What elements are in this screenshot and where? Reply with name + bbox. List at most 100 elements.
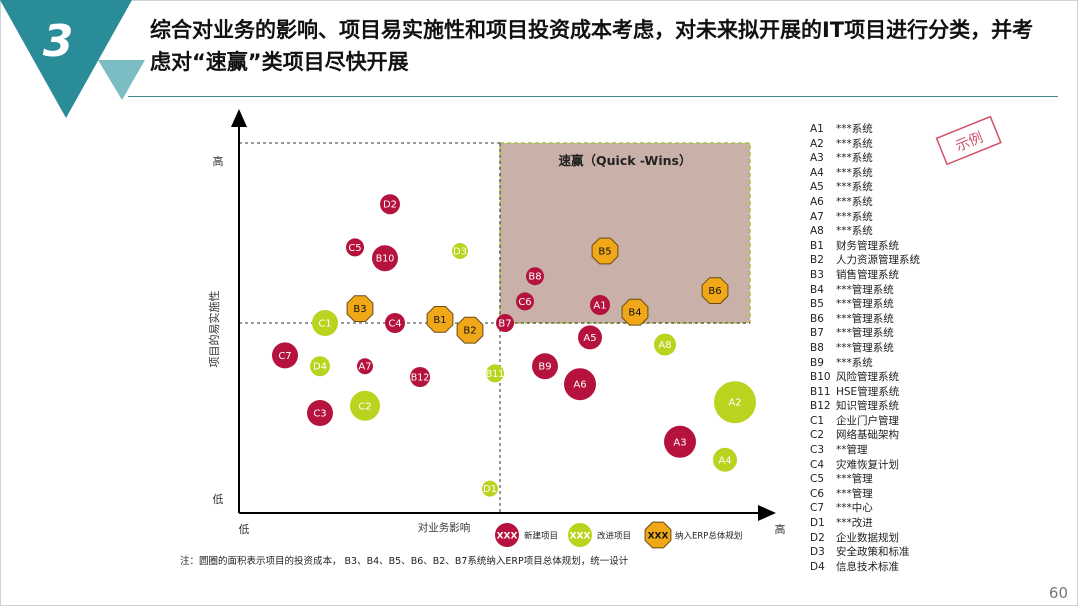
system-code: A3 — [810, 152, 824, 165]
point-marker-d3 — [452, 243, 468, 259]
point-marker-b1 — [426, 306, 454, 333]
system-list: A1 ***系统 A2 ***系统 A3 ***系统 A4 ***系统 A5 ***系统 A6 ***… — [810, 122, 920, 574]
point-label-b10: B10 — [376, 254, 395, 265]
system-code: B6 — [810, 312, 824, 325]
point-b3: B3 — [346, 295, 374, 322]
point-label-b9: B9 — [538, 362, 551, 373]
system-list-item: C6 ***管理 — [810, 487, 920, 502]
example-stamp: 示例 — [935, 115, 1002, 166]
system-code: B7 — [810, 327, 824, 340]
point-label-b3: B3 — [353, 304, 366, 315]
system-name: ***管理系统 — [836, 327, 894, 340]
point-label-b7: B7 — [498, 319, 511, 330]
system-list-item: A4 ***系统 — [810, 166, 920, 181]
legend-sample-new: XXX — [497, 532, 518, 542]
point-marker-a5 — [578, 325, 602, 350]
system-name: ***系统 — [836, 225, 873, 238]
system-code: B9 — [810, 356, 824, 369]
system-list-item: D3 安全政策和标准 — [810, 545, 920, 560]
point-marker-c2 — [350, 390, 380, 421]
system-list-item: C4 灾难恢复计划 — [810, 458, 920, 473]
point-marker-a3 — [664, 425, 696, 458]
title-divider — [128, 96, 1058, 97]
point-c2: C2 — [350, 390, 380, 421]
system-code: B5 — [810, 298, 824, 311]
system-list-item: B5 ***管理系统 — [810, 297, 920, 312]
system-name: ***系统 — [836, 195, 873, 208]
chart-legend: XXX 新建项目 XXX 改进项目 XXX 纳入ERP总体规划 — [495, 521, 742, 549]
point-marker-c4 — [385, 313, 405, 333]
system-list-item: B4 ***管理系统 — [810, 283, 920, 298]
point-marker-a2 — [714, 381, 756, 424]
x-low-tick: 低 — [239, 523, 250, 536]
point-b12: B12 — [410, 367, 430, 387]
point-label-c3: C3 — [313, 409, 326, 420]
point-a5: A5 — [578, 325, 602, 350]
system-list-item: A7 ***系统 — [810, 210, 920, 225]
point-label-a3: A3 — [673, 437, 686, 448]
system-code: A2 — [810, 137, 824, 150]
system-name: ***管理系统 — [836, 298, 894, 311]
system-name: 财务管理系统 — [836, 239, 899, 252]
point-label-b6: B6 — [708, 286, 721, 297]
point-label-a2: A2 — [728, 398, 741, 409]
point-marker-b6 — [701, 277, 729, 304]
legend-item-new: XXX 新建项目 — [495, 523, 558, 547]
point-marker-b2 — [456, 316, 484, 344]
point-a4: A4 — [713, 447, 737, 472]
point-marker-b7 — [496, 314, 514, 332]
point-marker-b8 — [526, 267, 544, 286]
point-label-b11: B11 — [486, 369, 505, 380]
point-label-d1: D1 — [483, 484, 497, 495]
system-list-item: B6 ***管理系统 — [810, 312, 920, 327]
point-label-b5: B5 — [598, 247, 611, 258]
point-marker-b4 — [621, 298, 649, 326]
point-label-a5: A5 — [583, 333, 596, 344]
point-marker-a7 — [357, 358, 373, 375]
system-code: C2 — [810, 429, 825, 442]
system-name: ***管理系统 — [836, 341, 894, 354]
system-code: B10 — [810, 371, 831, 384]
system-list-item: B10 风险管理系统 — [810, 370, 920, 385]
point-d3: D3 — [452, 243, 468, 259]
point-marker-a4 — [713, 447, 737, 472]
legend-label-new: 新建项目 — [524, 531, 558, 542]
system-name: ***系统 — [836, 181, 873, 194]
point-label-b8: B8 — [528, 272, 541, 283]
footnote: 注：圆圈的面积表示项目的投资成本， B3、B4、B5、B6、B2、B7系统纳入E… — [180, 556, 629, 567]
point-a7: A7 — [357, 358, 373, 375]
point-b1: B1 — [426, 306, 454, 333]
point-label-d2: D2 — [383, 200, 397, 211]
slide-title: 综合对业务的影响、项目易实施性和项目投资成本考虑，对未来拟开展的IT项目进行分类… — [150, 18, 1034, 74]
point-label-c2: C2 — [358, 401, 371, 412]
system-name: ***改进 — [836, 517, 873, 530]
system-name: ***系统 — [836, 210, 873, 223]
point-label-b2: B2 — [463, 326, 476, 337]
system-code: B8 — [810, 341, 824, 354]
priority-matrix-chart: 速赢（Quick -Wins） 高 低 低 高 项目的易实施性 对业务影响 D2… — [207, 109, 786, 549]
point-label-b1: B1 — [433, 315, 446, 326]
point-c6: C6 — [516, 292, 534, 311]
point-b8: B8 — [526, 267, 544, 286]
system-list-item: B12 知识管理系统 — [810, 399, 920, 414]
system-name: 灾难恢复计划 — [836, 458, 899, 471]
point-marker-b10 — [372, 245, 398, 272]
system-list-item: C5 ***管理 — [810, 472, 920, 487]
point-label-c4: C4 — [388, 319, 401, 330]
system-name: 企业门户管理 — [836, 414, 899, 427]
system-code: A4 — [810, 166, 824, 179]
point-d1: D1 — [482, 480, 498, 497]
system-code: A8 — [810, 225, 824, 238]
page-number: 60 — [1048, 584, 1068, 602]
point-marker-d2 — [380, 194, 400, 215]
point-label-c1: C1 — [318, 319, 331, 330]
system-list-item: B1 财务管理系统 — [810, 239, 920, 254]
system-list-item: C2 网络基础架构 — [810, 428, 920, 443]
point-d4: D4 — [310, 356, 330, 377]
quick-wins-label: 速赢（Quick -Wins） — [559, 153, 692, 168]
system-list-item: D2 企业数据规划 — [810, 531, 920, 546]
system-list-item: A8 ***系统 — [810, 224, 920, 239]
legend-marker-new — [495, 523, 519, 547]
x-axis-label: 对业务影响 — [418, 521, 471, 534]
legend-label-erp: 纳入ERP总体规划 — [675, 531, 742, 542]
